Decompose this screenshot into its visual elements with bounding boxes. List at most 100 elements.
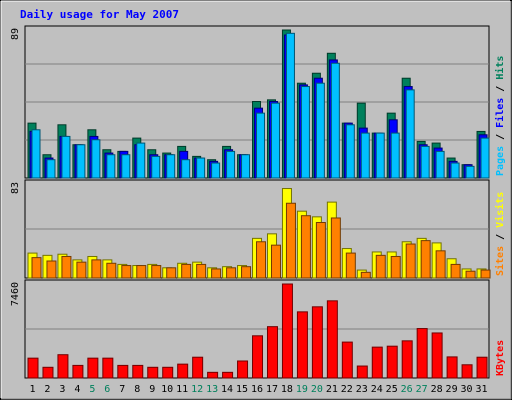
- bar-sites-day-9: [151, 265, 162, 279]
- bar-pages-day-30: [465, 165, 475, 179]
- x-tick-label: 30: [461, 384, 473, 395]
- x-tick-label: 19: [296, 384, 308, 395]
- bar-sites-day-3: [61, 255, 72, 279]
- legend-part: Sites: [494, 246, 506, 276]
- bar-pages-day-28: [435, 150, 445, 179]
- bar-kbytes-day-17: [266, 326, 278, 379]
- bar-pages-day-25: [390, 132, 400, 179]
- bar-sites-day-21: [330, 217, 341, 279]
- bar-kbytes-day-23: [356, 365, 368, 379]
- legend-part: /: [495, 128, 506, 146]
- x-tick-label: 1: [29, 384, 35, 395]
- bar-pages-day-10: [166, 154, 176, 179]
- bar-sites-day-15: [241, 266, 252, 279]
- bar-sites-day-25: [390, 255, 401, 279]
- bar-pages-day-23: [360, 132, 370, 179]
- x-tick-label: 16: [251, 384, 263, 395]
- x-tick-label: 3: [59, 384, 65, 395]
- x-tick-label: 17: [266, 384, 278, 395]
- x-tick-label: 2: [44, 384, 50, 395]
- bar-sites-day-4: [76, 261, 87, 279]
- bar-pages-day-5: [91, 139, 101, 179]
- bar-sites-day-27: [420, 240, 431, 279]
- bar-pages-day-26: [405, 89, 415, 179]
- bar-pages-day-7: [121, 154, 131, 179]
- bar-kbytes-day-3: [57, 354, 69, 379]
- bar-kbytes-day-11: [177, 363, 189, 379]
- bar-kbytes-day-16: [252, 335, 264, 379]
- bar-kbytes-day-24: [371, 346, 383, 379]
- bar-sites-day-24: [375, 254, 386, 279]
- bar-sites-day-14: [226, 267, 237, 279]
- x-tick-label: 8: [134, 384, 140, 395]
- bar-pages-day-21: [330, 62, 340, 179]
- legend-part: Pages: [495, 146, 506, 176]
- panel-legend: Sites / Visits: [494, 192, 506, 276]
- x-tick-label: 7: [119, 384, 125, 395]
- bar-sites-day-5: [91, 259, 102, 279]
- bar-sites-day-6: [106, 262, 117, 279]
- bar-pages-day-27: [420, 145, 430, 179]
- legend-part: /: [495, 80, 506, 98]
- x-tick-label: 14: [221, 384, 233, 395]
- bar-sites-day-18: [285, 202, 296, 279]
- panel-1: 89 Pages / Files / Hits: [10, 25, 506, 179]
- legend-part: /: [495, 228, 506, 246]
- bar-sites-day-13: [211, 268, 222, 279]
- bar-pages-day-8: [136, 142, 146, 179]
- bar-kbytes-day-14: [222, 371, 234, 379]
- x-tick-label: 4: [74, 384, 80, 395]
- bar-kbytes-day-28: [431, 332, 443, 379]
- bar-sites-day-11: [181, 263, 192, 279]
- x-tick-label: 29: [446, 384, 458, 395]
- bar-pages-day-13: [211, 162, 221, 179]
- bar-sites-day-22: [345, 252, 356, 279]
- x-tick-label: 25: [386, 384, 398, 395]
- bar-pages-day-1: [31, 129, 41, 179]
- bar-pages-day-20: [315, 82, 325, 179]
- bar-sites-day-23: [360, 271, 371, 279]
- bar-pages-day-22: [345, 124, 355, 179]
- bar-pages-day-16: [256, 112, 266, 179]
- panel-legend: KBytes: [495, 340, 506, 376]
- panel-2: 83 Sites / Visits: [10, 179, 506, 279]
- bar-kbytes-day-30: [461, 364, 473, 379]
- panel-legend: Pages / Files / Hits: [494, 56, 506, 176]
- bar-kbytes-day-21: [326, 300, 338, 379]
- bar-kbytes-day-15: [237, 360, 249, 379]
- x-tick-label: 31: [475, 384, 487, 395]
- bar-sites-day-19: [300, 215, 311, 279]
- bar-sites-day-2: [46, 260, 57, 279]
- bar-pages-day-17: [270, 102, 280, 179]
- legend-part: Files: [494, 98, 506, 128]
- bar-pages-day-31: [480, 137, 490, 179]
- bar-sites-day-8: [136, 265, 147, 279]
- bar-sites-day-31: [480, 269, 491, 279]
- bar-kbytes-day-19: [296, 311, 308, 379]
- bar-sites-day-1: [31, 257, 42, 279]
- bar-sites-day-16: [256, 241, 267, 279]
- bar-kbytes-day-9: [147, 366, 159, 379]
- x-tick-label: 27: [416, 384, 428, 395]
- bar-pages-day-14: [226, 150, 236, 179]
- bar-pages-day-4: [76, 144, 86, 179]
- bar-pages-day-29: [450, 162, 460, 179]
- bar-pages-day-24: [375, 132, 385, 179]
- legend-part: Visits: [494, 192, 506, 228]
- bar-kbytes-day-7: [117, 364, 129, 379]
- panel-max-label: 7460: [10, 282, 21, 306]
- bar-pages-day-9: [151, 155, 161, 179]
- x-tick-label: 6: [104, 384, 110, 395]
- x-tick-label: 12: [191, 384, 203, 395]
- bar-pages-day-18: [285, 32, 295, 179]
- legend-part: KBytes: [495, 340, 506, 376]
- bar-sites-day-28: [435, 250, 446, 279]
- bar-pages-day-12: [196, 157, 206, 179]
- bar-kbytes-day-1: [27, 357, 39, 379]
- x-tick-label: 15: [236, 384, 248, 395]
- x-tick-label: 9: [149, 384, 155, 395]
- panel-max-label: 83: [10, 182, 21, 194]
- x-tick-label: 28: [431, 384, 443, 395]
- series-sites: [31, 202, 491, 279]
- bar-pages-day-11: [181, 159, 191, 179]
